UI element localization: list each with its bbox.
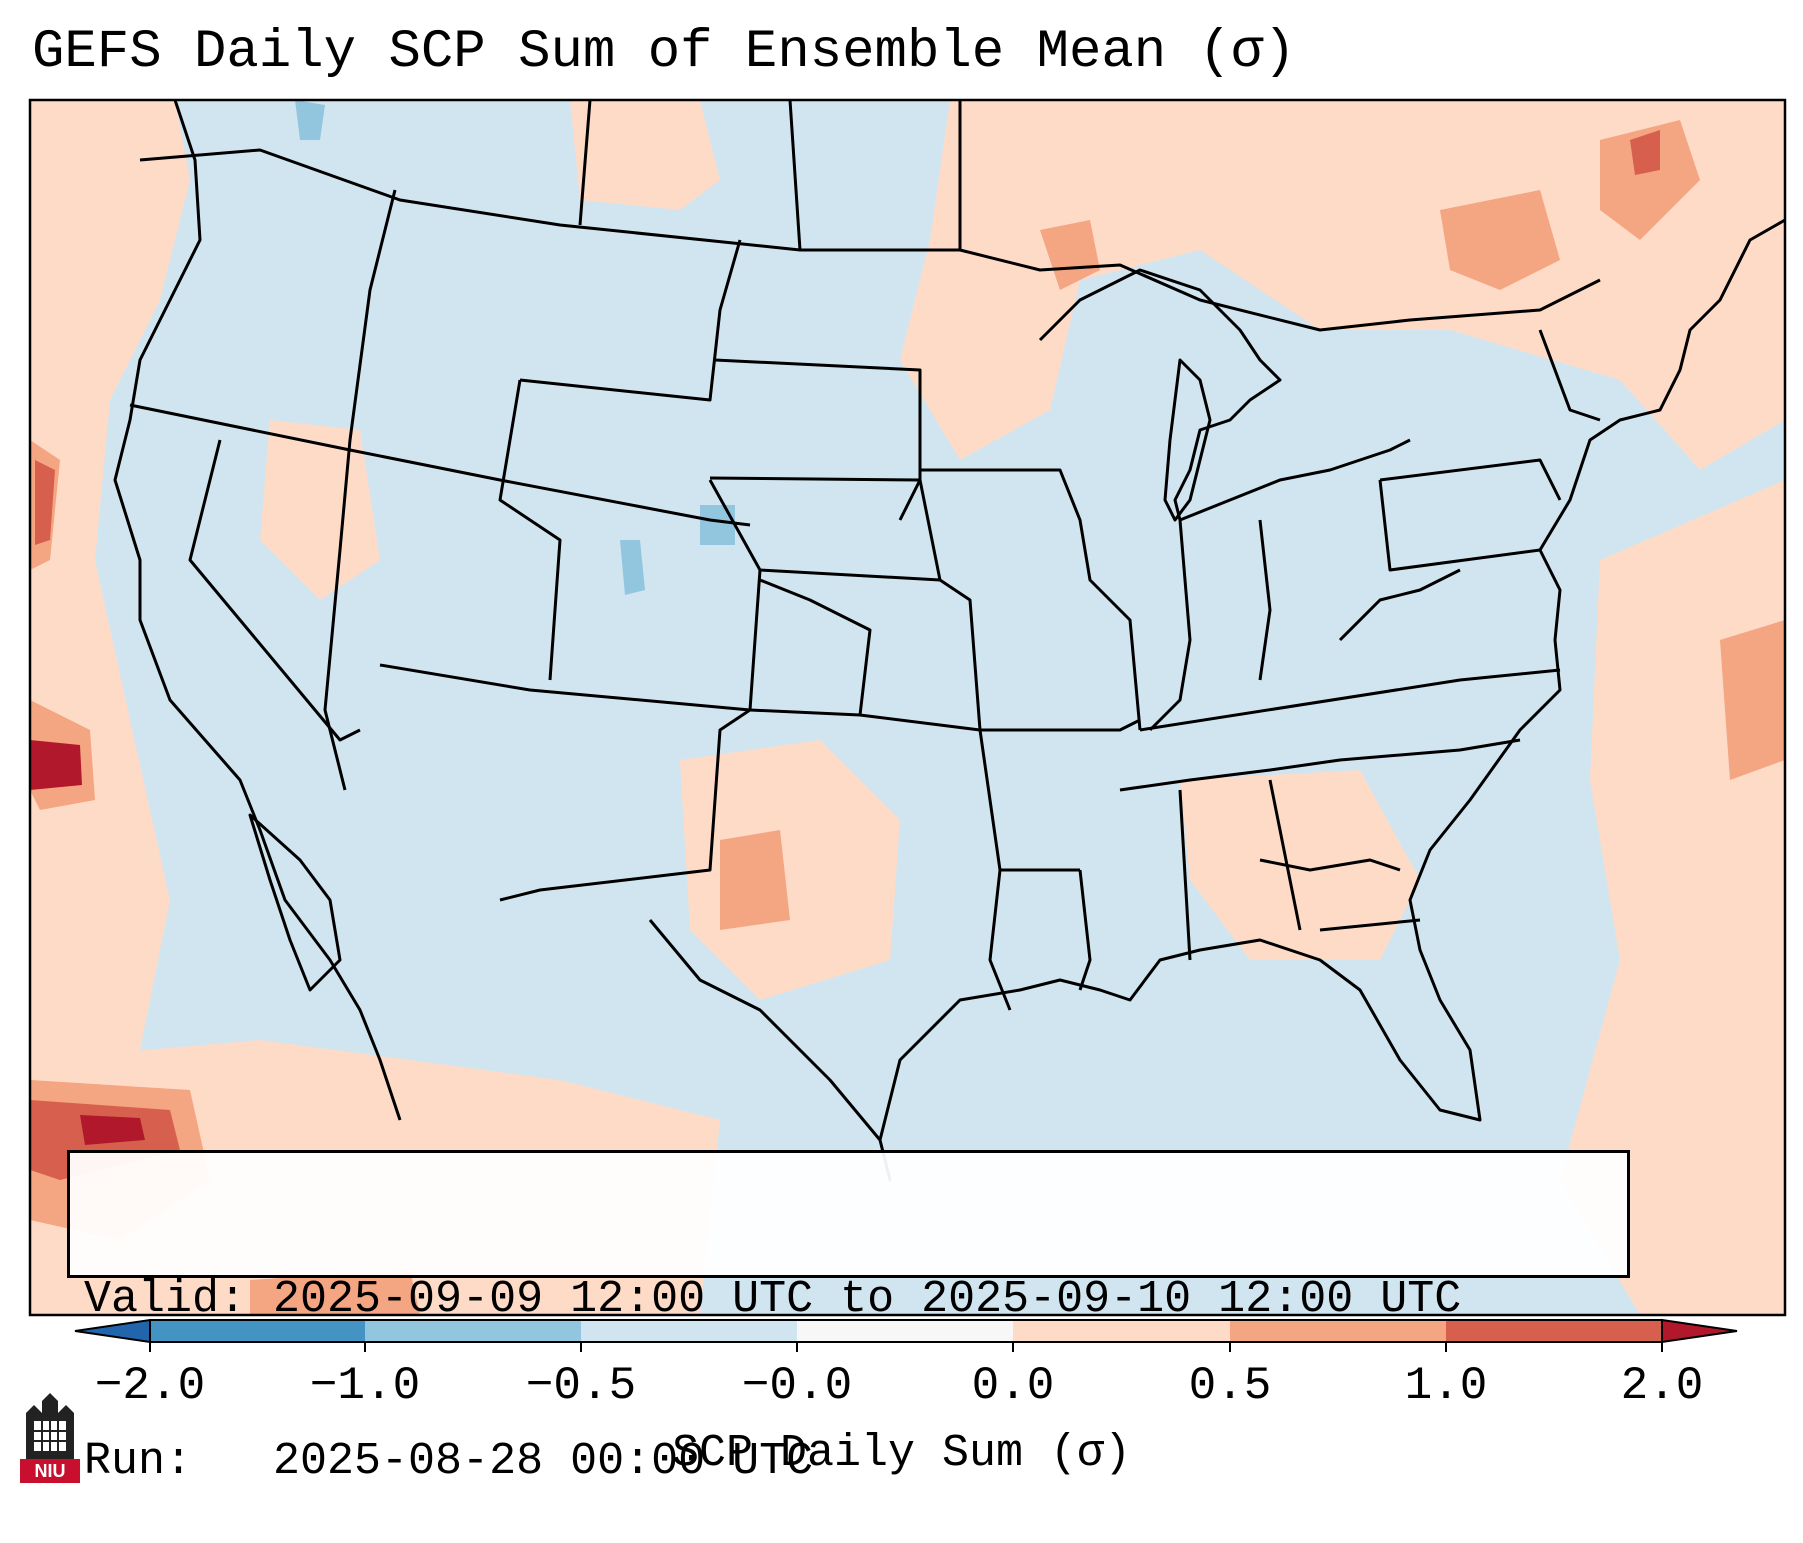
colorbar-tick-labels: −2.0 −1.0 −0.5 −0.0 0.0 0.5 1.0 2.0: [0, 1360, 1803, 1420]
colorbar-tick-label: −1.0: [309, 1360, 421, 1412]
moderate-anomaly-region: [1720, 620, 1785, 780]
colorbar-bin: [1013, 1320, 1230, 1342]
state-border: [323, 189, 397, 791]
moderate-anomaly-region: [1040, 220, 1100, 290]
niu-logo: NIU: [20, 1393, 80, 1483]
moderate-anomaly-region: [250, 1270, 420, 1315]
colorbar-tick-label: −0.0: [741, 1360, 853, 1412]
state-border: [578, 100, 592, 226]
state-border: [1178, 789, 1192, 961]
colorbar-outline: [149, 1319, 1663, 1343]
positive-anomaly-region: [260, 420, 380, 600]
state-border: [1139, 668, 1561, 732]
colorbar-bin: [150, 1320, 365, 1342]
castle-icon: [26, 1393, 74, 1459]
strong-anomaly-region: [35, 460, 55, 545]
lake-michigan: [1163, 358, 1212, 522]
map-frame: [28, 98, 1787, 1317]
geographic-borders: [113, 100, 1785, 1182]
colorbar-bin: [1446, 1320, 1662, 1342]
state-border: [1338, 568, 1461, 642]
colorbar-tick-label: −0.5: [525, 1360, 637, 1412]
positive-anomaly-region: [900, 100, 1785, 470]
canada-us-border: [139, 148, 1601, 332]
negative-anomaly-region: [295, 100, 325, 140]
state-border: [188, 439, 361, 742]
colorbar-tick-label: −2.0: [94, 1360, 206, 1412]
state-border: [498, 379, 562, 681]
state-border: [1148, 519, 1192, 732]
pacific-coastline: [113, 100, 402, 1121]
colorbar-tick-label: 0.5: [1188, 1360, 1272, 1412]
state-border: [1258, 519, 1272, 681]
state-border: [129, 403, 751, 527]
colorbar-tick-label: 0.0: [971, 1360, 1055, 1412]
moderate-anomaly-region: [1600, 120, 1700, 240]
state-border: [1259, 858, 1401, 872]
colorbar-bin: [1230, 1320, 1446, 1342]
state-border: [499, 569, 762, 902]
great-lakes: [1038, 268, 1411, 522]
positive-anomaly-region: [1180, 770, 1420, 960]
colorbar-bin: [581, 1320, 797, 1342]
state-border: [1379, 458, 1562, 501]
state-border: [714, 358, 922, 521]
state-border: [519, 239, 742, 402]
state-border: [759, 578, 872, 716]
positive-anomaly-region: [30, 100, 190, 1150]
chart-title: GEFS Daily SCP Sum of Ensemble Mean (σ): [32, 22, 1296, 83]
state-border: [788, 100, 802, 251]
colorbar-bin: [365, 1320, 581, 1342]
extreme-anomaly-region: [30, 740, 82, 790]
moderate-anomaly-region: [720, 830, 790, 930]
colorbar-bin: [797, 1320, 1013, 1342]
state-border: [1119, 738, 1521, 792]
colorbar-label: SCP Daily Sum (σ): [671, 1428, 1132, 1479]
negative-anomaly-region: [620, 540, 645, 595]
positive-anomaly-region: [570, 100, 720, 210]
colorbar: [74, 1318, 1738, 1352]
state-border: [920, 468, 1142, 731]
moderate-anomaly-region: [1440, 190, 1560, 290]
state-border: [1378, 479, 1541, 572]
baja-peninsula: [248, 813, 342, 992]
colorbar-tick-label: 2.0: [1620, 1360, 1704, 1412]
colorbar-extend-high: [1661, 1318, 1738, 1344]
logo-text: NIU: [20, 1459, 80, 1483]
positive-anomaly-region: [680, 740, 900, 1000]
state-border: [939, 578, 1080, 872]
state-border: [1268, 779, 1302, 931]
colorbar-tick-label: 1.0: [1404, 1360, 1488, 1412]
valid-time-text: Valid: 2025-09-09 12:00 UTC to 2025-09-1…: [84, 1274, 1462, 1325]
state-border: [1078, 869, 1092, 991]
strong-anomaly-region: [1630, 130, 1660, 175]
state-border: [988, 869, 1012, 1011]
state-border: [1538, 329, 1601, 422]
valid-run-info-box: Valid: 2025-09-09 12:00 UTC to 2025-09-1…: [67, 1150, 1630, 1487]
run-time-text: Run: 2025-08-28 00:00 UTC: [84, 1436, 814, 1487]
extreme-anomaly-region: [80, 1115, 145, 1145]
state-border: [1319, 918, 1421, 932]
negative-anomaly-region: [700, 505, 735, 545]
gulf-coastline: [648, 218, 1785, 1182]
